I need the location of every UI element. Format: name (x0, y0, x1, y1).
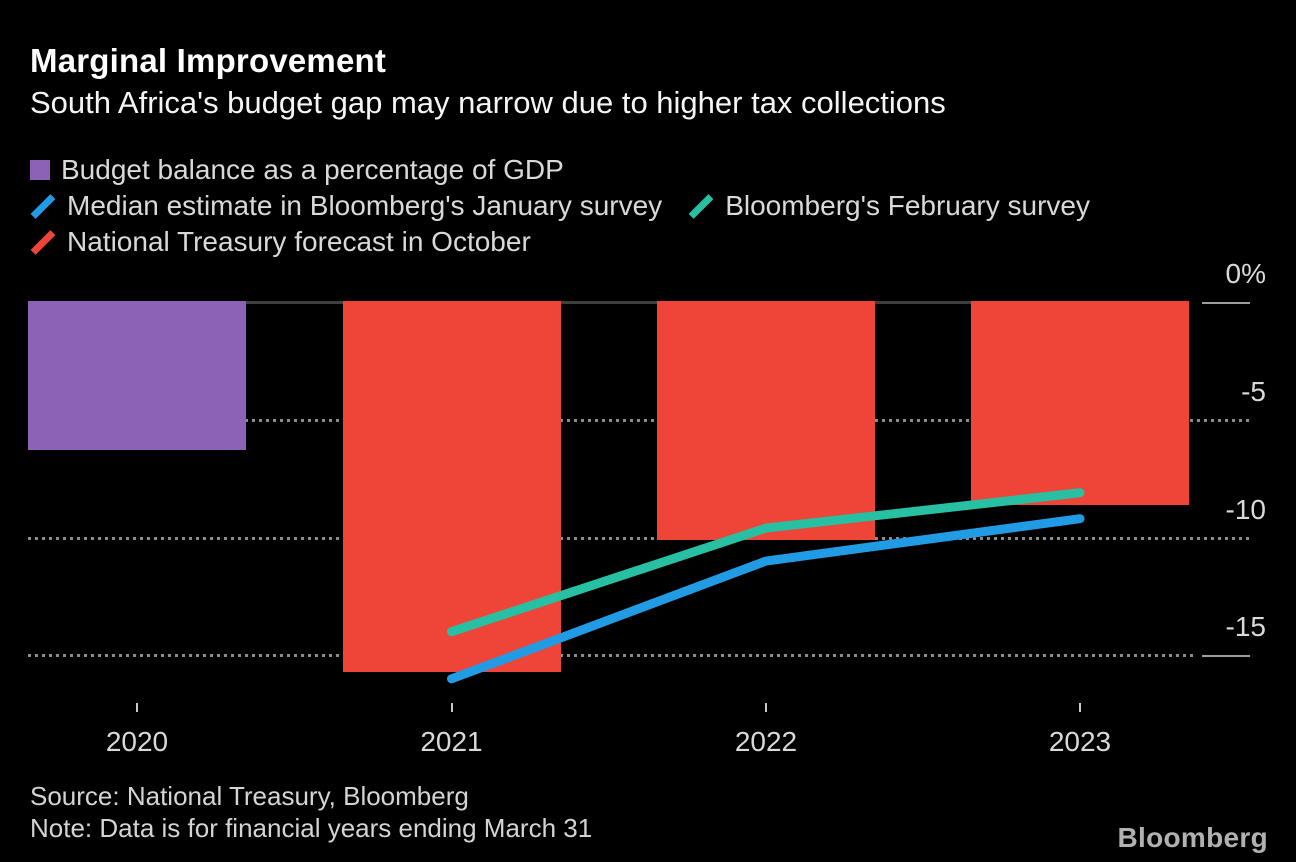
source-text: Source: National Treasury, Bloomberg (30, 781, 469, 811)
bloomberg-logo: Bloomberg (1117, 822, 1268, 853)
y-axis-tick-label: -10 (1225, 493, 1266, 525)
axis-edge-tick (1202, 655, 1250, 658)
bar-2020 (28, 301, 246, 451)
dotted-gridline (28, 418, 1250, 422)
purple-square-icon (30, 160, 50, 180)
x-axis-tick-label: 2022 (734, 726, 798, 757)
y-axis-tick-label: -15 (1225, 611, 1266, 643)
bar-2022 (657, 301, 875, 540)
dotted-gridline (28, 654, 1196, 658)
y-axis-tick-label: -5 (1241, 375, 1266, 407)
x-axis-tick (765, 703, 767, 712)
page-title: Marginal Improvement (30, 42, 387, 79)
axis-edge-tick (1202, 302, 1250, 304)
legend-label: Median estimate in Bloomberg's January s… (67, 190, 663, 221)
zero-gridline (28, 301, 1189, 304)
note-text: Note: Data is for financial years ending… (30, 813, 593, 843)
x-axis-tick (450, 703, 453, 712)
chart-subtitle: South Africa's budget gap may narrow due… (30, 85, 946, 120)
x-axis-tick (1079, 703, 1081, 712)
legend-item-february-survey: Bloomberg's February survey (688, 190, 1090, 222)
bar-2021 (342, 301, 561, 672)
legend-item-january-survey: Median estimate in Bloomberg's January s… (30, 190, 662, 222)
legend-label: Budget balance as a percentage of GDP (61, 154, 564, 185)
legend-item-treasury-forecast: National Treasury forecast in October (30, 226, 531, 258)
x-axis-tick-label: 2020 (105, 726, 169, 757)
legend-row: Median estimate in Bloomberg's January s… (30, 190, 1090, 222)
x-axis-tick (136, 703, 138, 712)
bar-2023 (971, 301, 1189, 505)
legend-label: National Treasury forecast in October (67, 226, 531, 257)
legend-row: Budget balance as a percentage of GDP (30, 154, 564, 186)
legend-row: National Treasury forecast in October (30, 226, 531, 258)
x-axis-tick-label: 2021 (420, 726, 483, 757)
legend-item-budget-balance: Budget balance as a percentage of GDP (30, 154, 564, 186)
x-axis-tick-label: 2023 (1048, 726, 1112, 757)
legend-label: Bloomberg's February survey (725, 190, 1091, 221)
y-axis-tick-label: 0% (1225, 258, 1266, 289)
dotted-gridline (28, 536, 1250, 540)
